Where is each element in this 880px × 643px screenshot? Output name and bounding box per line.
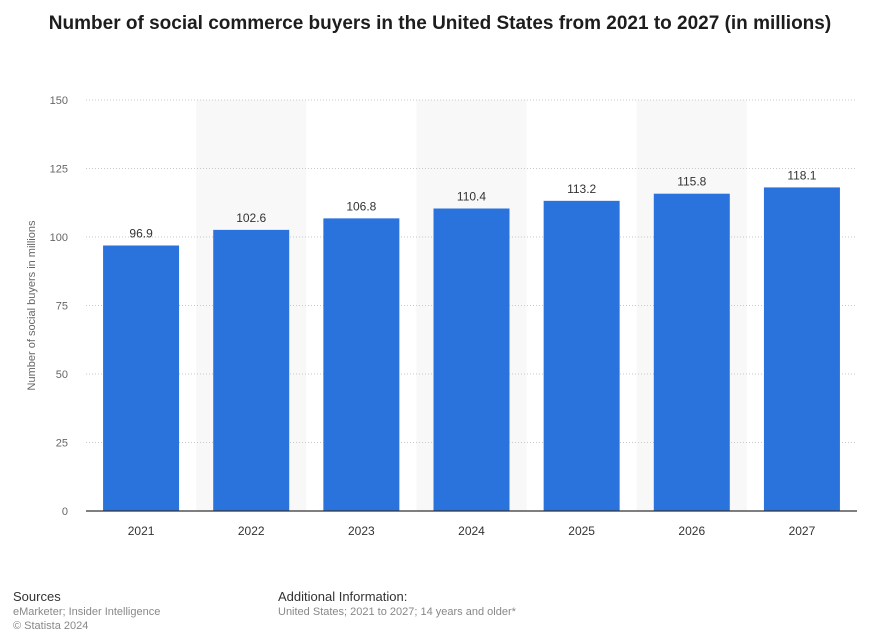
x-tick-label: 2026 <box>678 524 705 538</box>
data-label: 102.6 <box>236 211 266 225</box>
bar <box>763 187 840 511</box>
x-tick-label: 2021 <box>128 524 155 538</box>
data-label: 110.4 <box>457 190 486 204</box>
data-label: 115.8 <box>677 175 706 189</box>
y-tick-label: 0 <box>62 506 68 518</box>
y-tick-label: 100 <box>50 232 68 244</box>
y-tick-label: 50 <box>56 369 68 381</box>
bar <box>323 218 400 512</box>
y-tick-label: 125 <box>50 164 68 176</box>
sources-text: eMarketer; Insider Intelligence <box>13 606 161 618</box>
sources-heading: Sources <box>13 589 61 604</box>
data-label: 118.1 <box>787 168 816 182</box>
additional-info-text: United States; 2021 to 2027; 14 years an… <box>278 606 516 618</box>
bar <box>543 200 620 511</box>
sources-block: Sources eMarketer; Insider Intelligence … <box>13 589 160 633</box>
additional-info-heading: Additional Information: <box>278 589 408 604</box>
x-tick-label: 2025 <box>568 524 595 538</box>
bar <box>433 208 510 511</box>
y-axis-title: Number of social buyers in millions <box>26 220 38 390</box>
y-tick-label: 150 <box>50 95 68 107</box>
x-tick-label: 2022 <box>238 524 265 538</box>
data-label: 106.8 <box>346 199 376 213</box>
copyright-text: © Statista 2024 <box>13 620 89 632</box>
x-tick-label: 2027 <box>789 524 816 538</box>
y-tick-label: 75 <box>56 301 68 313</box>
bar <box>213 229 290 511</box>
y-tick-label: 25 <box>56 438 68 450</box>
x-tick-label: 2024 <box>458 524 485 538</box>
data-label: 96.9 <box>129 226 153 240</box>
x-tick-label: 2023 <box>348 524 375 538</box>
additional-info-block: Additional Information: United States; 2… <box>278 589 516 619</box>
bar-chart: 0 25 50 75 100 125 150 96.9 2021 102.6 2022 106.8 20… <box>26 95 857 538</box>
chart-title: Number of social commerce buyers in the … <box>48 13 832 34</box>
bar <box>103 245 180 511</box>
data-label: 113.2 <box>567 182 596 196</box>
bar <box>653 193 730 511</box>
